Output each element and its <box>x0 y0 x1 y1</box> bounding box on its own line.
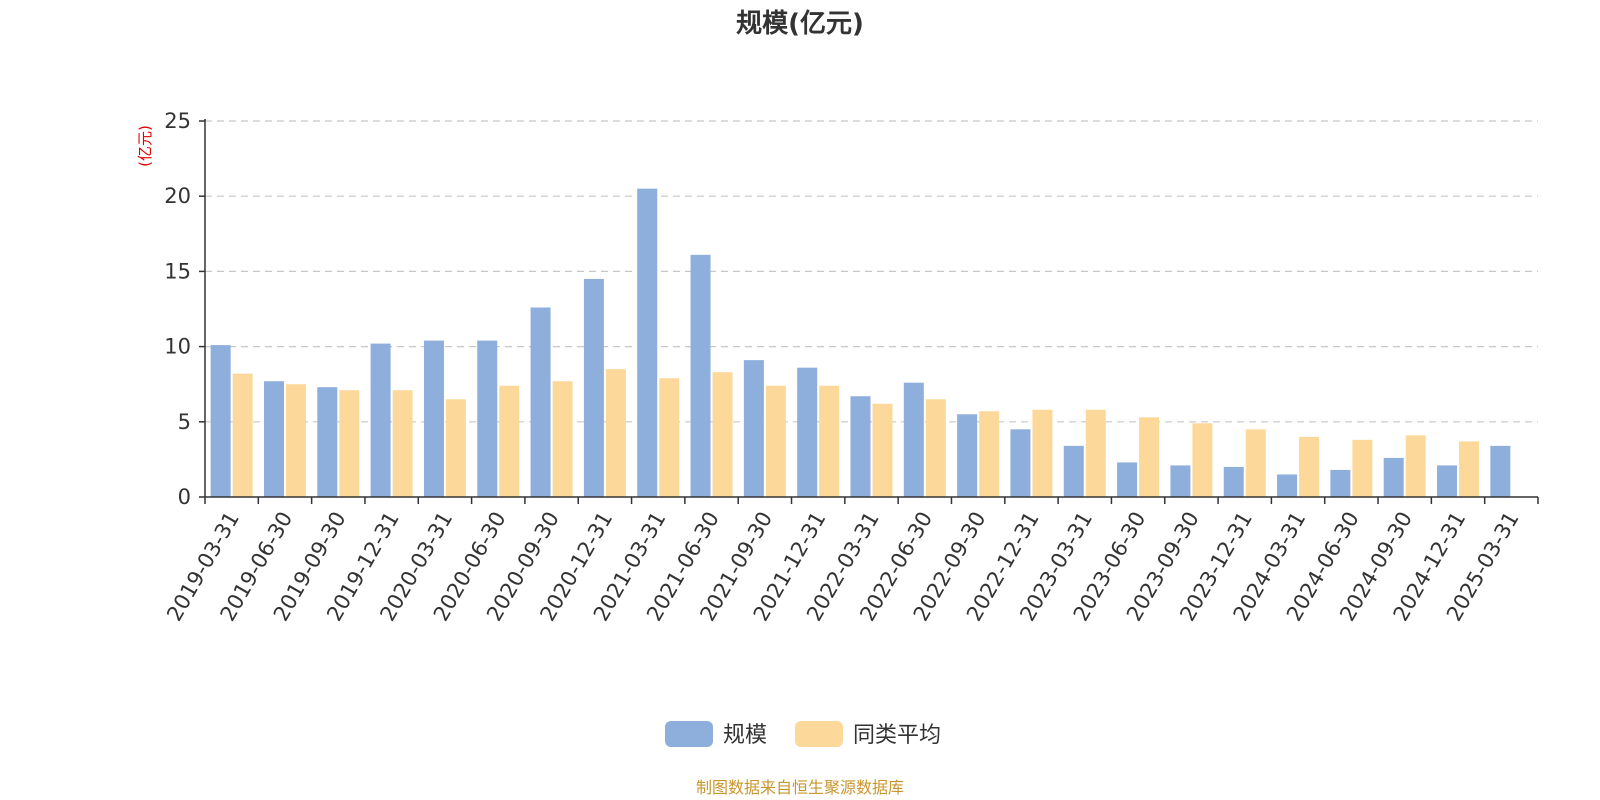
bar-scale[interactable] <box>1170 465 1191 497</box>
bar-peer-average[interactable] <box>819 385 840 497</box>
bar-peer-average[interactable] <box>1139 417 1160 497</box>
bar-scale[interactable] <box>530 307 551 497</box>
bar-scale[interactable] <box>317 387 338 497</box>
legend[interactable]: 规模 同类平均 <box>665 721 941 748</box>
bar-scale[interactable] <box>1330 469 1351 497</box>
bar-peer-average[interactable] <box>392 390 413 497</box>
bar-peer-average[interactable] <box>659 378 680 497</box>
bar-scale[interactable] <box>690 254 711 497</box>
bar-peer-average[interactable] <box>979 411 1000 497</box>
legend-swatch[interactable] <box>665 721 713 747</box>
bar-peer-average[interactable] <box>285 384 306 497</box>
bar-peer-average[interactable] <box>1459 441 1480 497</box>
bar-peer-average[interactable] <box>1192 423 1213 497</box>
bar-scale[interactable] <box>1277 474 1298 497</box>
y-tick-label: 25 <box>164 109 191 133</box>
bar-peer-average[interactable] <box>1085 409 1106 497</box>
bar-scale[interactable] <box>1223 466 1244 497</box>
y-tick-label: 0 <box>178 485 191 509</box>
axes <box>199 119 1539 504</box>
bar-scale[interactable] <box>797 367 818 497</box>
bar-scale[interactable] <box>957 414 978 497</box>
legend-label[interactable]: 规模 <box>723 723 767 748</box>
bar-peer-average[interactable] <box>339 390 360 497</box>
bar-peer-average[interactable] <box>1405 435 1426 497</box>
bar-peer-average[interactable] <box>1245 429 1266 497</box>
bar-peer-average[interactable] <box>712 372 733 497</box>
bar-scale[interactable] <box>1490 445 1511 497</box>
bar-scale[interactable] <box>1117 462 1138 497</box>
bar-scale[interactable] <box>850 396 871 497</box>
bar-scale[interactable] <box>263 381 284 497</box>
bar-peer-average[interactable] <box>445 399 466 497</box>
bar-scale[interactable] <box>1063 445 1084 497</box>
y-tick-label: 5 <box>178 410 191 434</box>
bar-scale[interactable] <box>1010 429 1031 497</box>
bar-peer-average[interactable] <box>499 385 520 497</box>
bar-peer-average[interactable] <box>765 385 786 497</box>
y-tick-label: 20 <box>164 184 191 208</box>
bar-scale[interactable] <box>1383 457 1404 497</box>
legend-label[interactable]: 同类平均 <box>853 723 941 748</box>
bars <box>210 188 1511 497</box>
source-note: 制图数据来自恒生聚源数据库 <box>696 778 904 797</box>
y-tick-label: 10 <box>164 335 191 359</box>
bar-peer-average[interactable] <box>872 403 893 497</box>
y-tick-label: 15 <box>164 259 191 283</box>
grid-lines <box>205 120 1538 423</box>
bar-scale[interactable] <box>583 278 604 497</box>
bar-peer-average[interactable] <box>1032 409 1053 497</box>
bar-scale[interactable] <box>743 360 764 497</box>
bar-peer-average[interactable] <box>1352 439 1373 497</box>
bar-peer-average[interactable] <box>1299 436 1320 497</box>
legend-swatch[interactable] <box>795 721 843 747</box>
bar-scale[interactable] <box>903 382 924 497</box>
bar-scale[interactable] <box>423 340 444 497</box>
bar-peer-average[interactable] <box>552 381 573 497</box>
chart-title: 规模(亿元) <box>736 9 864 39</box>
bar-peer-average[interactable] <box>925 399 946 497</box>
bar-scale[interactable] <box>1437 465 1458 497</box>
bar-peer-average[interactable] <box>232 373 253 497</box>
bar-scale[interactable] <box>370 343 391 497</box>
y-tick-labels: 0 5 10 15 20 25 <box>164 109 191 509</box>
x-tick-labels: 2019-03-312019-06-302019-09-302019-12-31… <box>162 508 1523 626</box>
bar-peer-average[interactable] <box>605 369 626 497</box>
bar-scale[interactable] <box>637 188 658 497</box>
bar-scale[interactable] <box>477 340 498 497</box>
y-axis-unit: (亿元) <box>136 125 154 167</box>
bar-scale[interactable] <box>210 345 231 497</box>
